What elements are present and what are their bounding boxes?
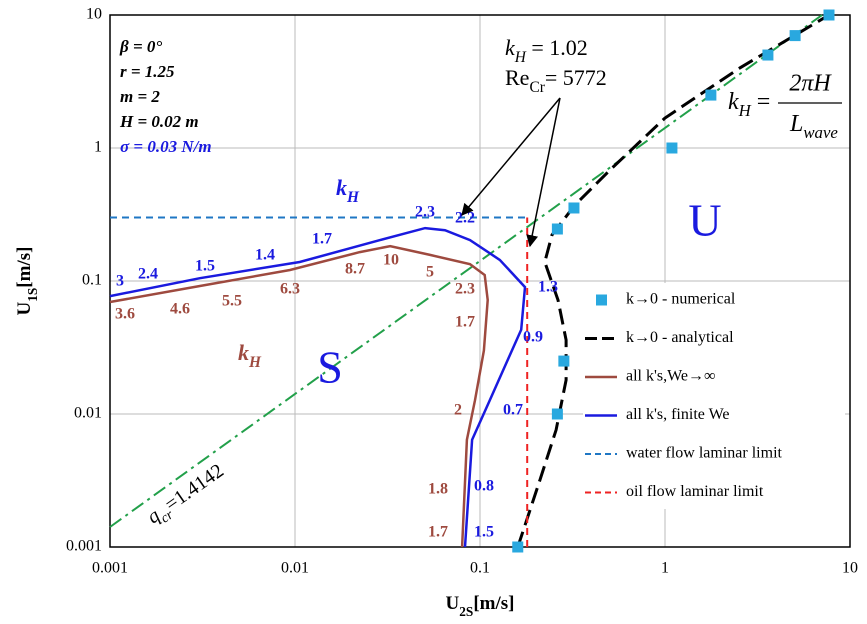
- x-axis-label-part: U: [446, 593, 460, 614]
- data-point: [551, 223, 563, 235]
- curve-label: 5: [426, 264, 434, 281]
- critical-value-part: Cr: [529, 79, 544, 96]
- parameter: m = 2: [120, 87, 160, 106]
- legend-label: oil flow laminar limit: [626, 483, 764, 500]
- kh-label-part: H: [248, 354, 262, 371]
- curve-label: 2.3: [415, 204, 435, 221]
- curve-label: 1.8: [428, 481, 448, 498]
- curve-label: 0.7: [503, 402, 523, 419]
- data-point: [666, 142, 678, 154]
- y-tick-label: 10: [86, 6, 102, 23]
- formula-lhs-part: H: [738, 101, 752, 120]
- series-line: [109, 226, 527, 548]
- curve-label: 1.7: [312, 231, 332, 248]
- arrow: [526, 97, 561, 248]
- legend-label: k→0 - numerical: [626, 291, 736, 308]
- curve-label: 3: [116, 273, 124, 290]
- legend-label: k→0 - analytical: [626, 329, 734, 346]
- data-point: [789, 30, 801, 42]
- kh-label-part: k: [238, 340, 249, 365]
- data-point: [512, 541, 524, 553]
- y-axis-label-part: [m/s]: [14, 247, 35, 288]
- curve-label: 2: [454, 402, 462, 419]
- critical-value-part: = 5772: [545, 65, 607, 90]
- curve-label: 0.9: [523, 329, 543, 346]
- curve-label: 1.5: [474, 524, 494, 541]
- x-tick-label: 1: [661, 560, 669, 577]
- formula-numerator: 2πH: [789, 71, 832, 97]
- region-label: S: [317, 342, 343, 393]
- plot-frame: [109, 14, 851, 548]
- curve-label: 10: [383, 252, 399, 269]
- formula-denominator: Lwave: [789, 111, 838, 143]
- arrow: [461, 97, 561, 216]
- curve-label: 2.3: [455, 281, 475, 298]
- curve-label: 2.4: [138, 266, 158, 283]
- critical-value-part: k: [505, 35, 516, 60]
- curve-label: 1.3: [538, 279, 558, 296]
- region-label: U: [688, 195, 721, 246]
- series-line: [109, 244, 489, 548]
- formula-lhs: kH =: [728, 89, 770, 121]
- y-tick-label: 1: [94, 139, 102, 156]
- x-tick-label: 0.001: [92, 560, 128, 577]
- legend-label: all k's, finite We: [626, 406, 730, 423]
- x-axis-label-part: [m/s]: [473, 593, 514, 614]
- x-axis-label: U2S[m/s]: [446, 593, 515, 618]
- parameter: β = 0°: [119, 37, 162, 56]
- x-axis-label-part: 2S: [459, 604, 473, 619]
- data-point: [762, 49, 774, 61]
- y-tick-label: 0.1: [82, 272, 102, 289]
- y-tick-label: 0.001: [66, 538, 102, 555]
- curve-label: 5.5: [222, 293, 242, 310]
- formula-denominator-part: L: [789, 111, 803, 137]
- data-point: [551, 408, 563, 420]
- parameter: σ = 0.03 N/m: [120, 137, 212, 156]
- y-axis-label-part: U: [14, 301, 35, 315]
- curve-label: 1.5: [195, 258, 215, 275]
- y-axis-label: U1S[m/s]: [14, 247, 39, 316]
- critical-value-part: H: [514, 49, 527, 66]
- critical-value: kH = 1.02: [505, 35, 588, 66]
- data-point: [705, 89, 717, 101]
- y-axis-label-part: 1S: [25, 288, 40, 302]
- legend-marker: [596, 294, 607, 306]
- kh-label-part: k: [336, 175, 347, 200]
- curve-label: 0.8: [474, 478, 494, 495]
- kh-label: kH: [336, 175, 360, 206]
- curve-label: 4.6: [170, 301, 190, 318]
- parameter: H = 0.02 m: [119, 112, 199, 131]
- curve-label: 6.3: [280, 281, 300, 298]
- reference-label-part: =1.4142: [161, 459, 228, 515]
- formula-lhs-part: =: [757, 89, 771, 115]
- kh-label: kH: [238, 340, 262, 371]
- reference-label: qcr=1.4142: [143, 459, 231, 532]
- legend-bg: [583, 283, 845, 509]
- curve-label: 1.7: [428, 524, 448, 541]
- formula-lhs-part: k: [728, 89, 739, 115]
- formula-denominator-part: wave: [803, 123, 838, 142]
- data-point: [823, 9, 835, 21]
- data-point: [558, 355, 570, 367]
- critical-value-part: Re: [505, 65, 529, 90]
- data-point: [568, 202, 580, 214]
- curve-label: 8.7: [345, 261, 365, 278]
- kh-label-part: H: [346, 189, 360, 206]
- curve-label: 1.4: [255, 247, 275, 264]
- legend-label: water flow laminar limit: [626, 445, 783, 462]
- curve-label: 3.6: [115, 306, 135, 323]
- curve-label: 1.7: [455, 314, 475, 331]
- critical-value-part: = 1.02: [526, 35, 588, 60]
- legend-label: all k's,We→∞: [626, 368, 715, 385]
- y-tick-label: 0.01: [74, 405, 102, 422]
- critical-value: ReCr= 5772: [505, 65, 607, 96]
- x-tick-label: 0.1: [470, 560, 490, 577]
- reference-line: [109, 14, 823, 528]
- series-line: [516, 13, 830, 548]
- x-tick-label: 10: [842, 560, 858, 577]
- parameter: r = 1.25: [120, 62, 175, 81]
- x-tick-label: 0.01: [281, 560, 309, 577]
